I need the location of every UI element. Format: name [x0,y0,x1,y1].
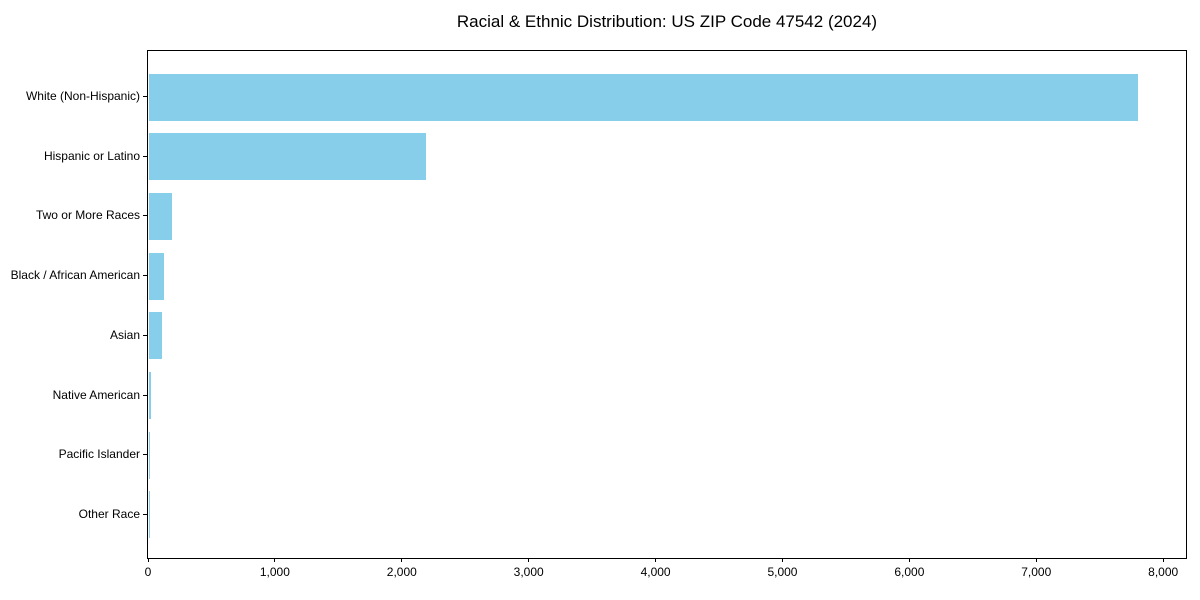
y-tick-label: Other Race [78,506,140,521]
x-tick-mark [147,558,149,562]
y-tick-mark [143,334,147,336]
bar-native-american [149,372,151,419]
y-tick-mark [143,454,147,456]
x-tick-label: 6,000 [894,565,925,579]
x-tick-label: 7,000 [1021,565,1052,579]
x-tick-label: 8,000 [1148,565,1179,579]
x-tick-label: 0 [144,565,152,579]
y-tick-label: Two or More Races [35,208,140,223]
x-tick-label: 1,000 [259,565,290,579]
bar-pacific-islander [149,431,150,479]
y-tick-mark [143,275,147,277]
y-tick-mark [143,215,147,217]
y-tick-mark [143,96,147,97]
x-tick-label: 5,000 [767,565,798,579]
y-tick-label: White (Non-Hispanic) [25,89,140,103]
x-tick-mark [528,558,530,562]
x-tick-mark [1162,558,1164,562]
x-tick-mark [908,558,910,562]
x-tick-mark [1035,558,1037,562]
x-tick-mark [274,558,276,562]
x-tick-mark [781,558,783,562]
bar-hispanic-or-latino [149,133,426,181]
bar-two-or-more-races [149,192,172,240]
x-tick-label: 4,000 [640,565,671,579]
plot-area [147,50,1187,559]
y-tick-label: Pacific Islander [58,447,140,462]
x-tick-label: 3,000 [513,565,544,579]
y-tick-mark [143,155,147,157]
y-tick-mark [143,513,147,515]
y-tick-label: Black / African American [10,268,140,283]
y-tick-label: Asian [109,327,140,342]
x-tick-label: 2,000 [386,565,417,579]
chart-title: Racial & Ethnic Distribution: US ZIP Cod… [456,12,878,31]
bar-asian [149,312,162,360]
y-tick-label: Native American [52,387,140,402]
x-tick-mark [401,558,403,562]
y-tick-label: Hispanic or Latino [43,148,140,163]
x-tick-mark [655,558,657,562]
bar-white-non-hispanic [149,73,1138,121]
bar-black-african-american [149,252,164,300]
y-tick-mark [143,394,147,396]
